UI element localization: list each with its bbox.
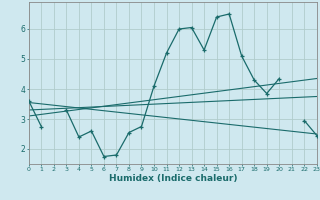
X-axis label: Humidex (Indice chaleur): Humidex (Indice chaleur) — [108, 174, 237, 183]
